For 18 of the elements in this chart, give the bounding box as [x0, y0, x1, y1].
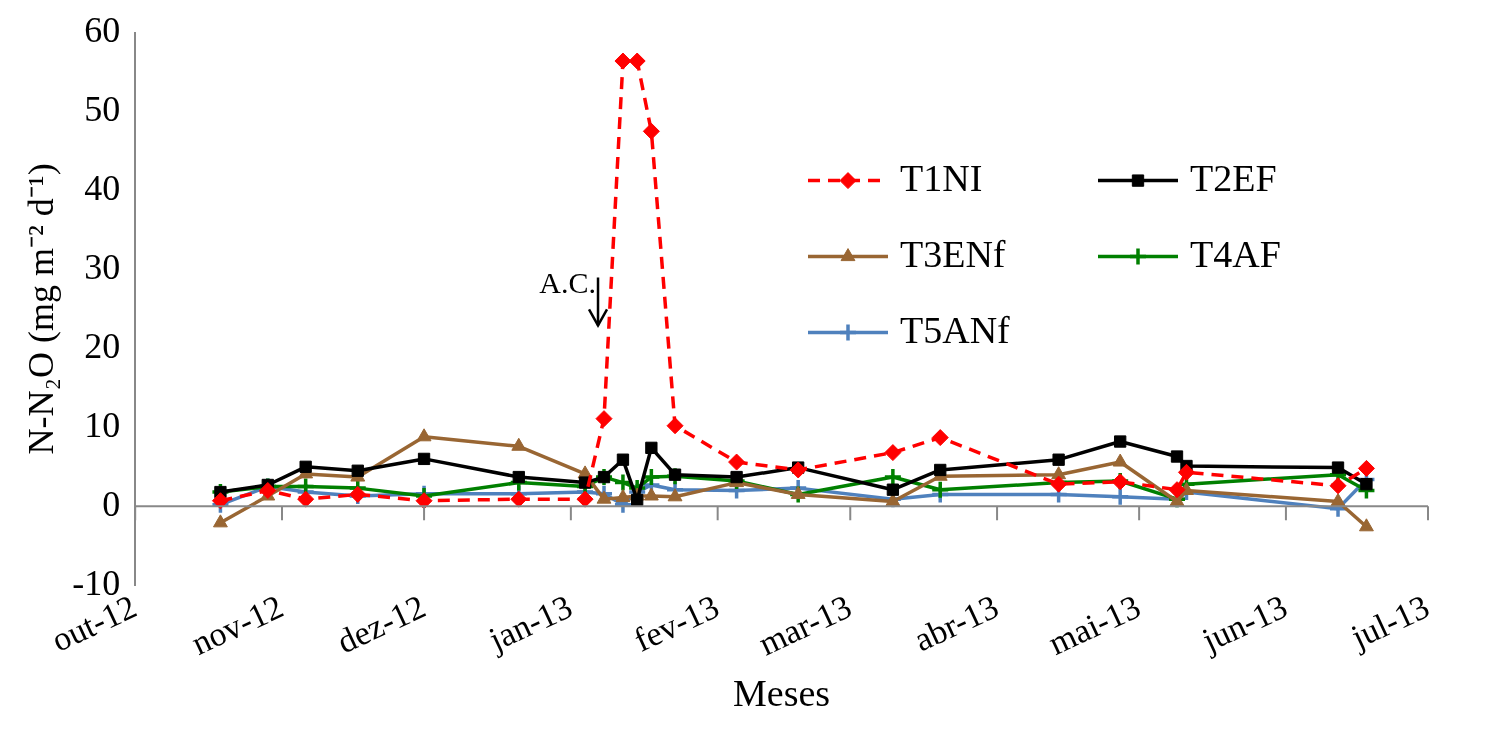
legend-label: T5ANf	[900, 308, 1011, 351]
x-tick-label: dez-12	[331, 587, 431, 661]
y-tick-label: 30	[84, 246, 121, 287]
legend-label: T3ENf	[900, 232, 1006, 275]
legend-label: T1NI	[900, 156, 983, 199]
y-tick-label: 50	[84, 89, 121, 129]
y-tick-label: 20	[84, 325, 121, 366]
y-tick-label: 40	[84, 167, 121, 208]
y-tick-label: 0	[102, 483, 121, 524]
legend-label: T4AF	[1190, 232, 1281, 275]
annotation: A.C.	[539, 266, 597, 300]
y-axis-title: N-N₂O (mg m⁻² d⁻¹)	[21, 163, 62, 455]
legend-label: T2EF	[1190, 156, 1277, 199]
x-tick-label: abr-13	[908, 587, 1004, 659]
x-tick-label: fev-13	[628, 587, 725, 659]
y-tick-label: 60	[84, 10, 121, 51]
x-axis-title: Meses	[733, 672, 831, 715]
y-tick-label: 10	[84, 404, 121, 445]
